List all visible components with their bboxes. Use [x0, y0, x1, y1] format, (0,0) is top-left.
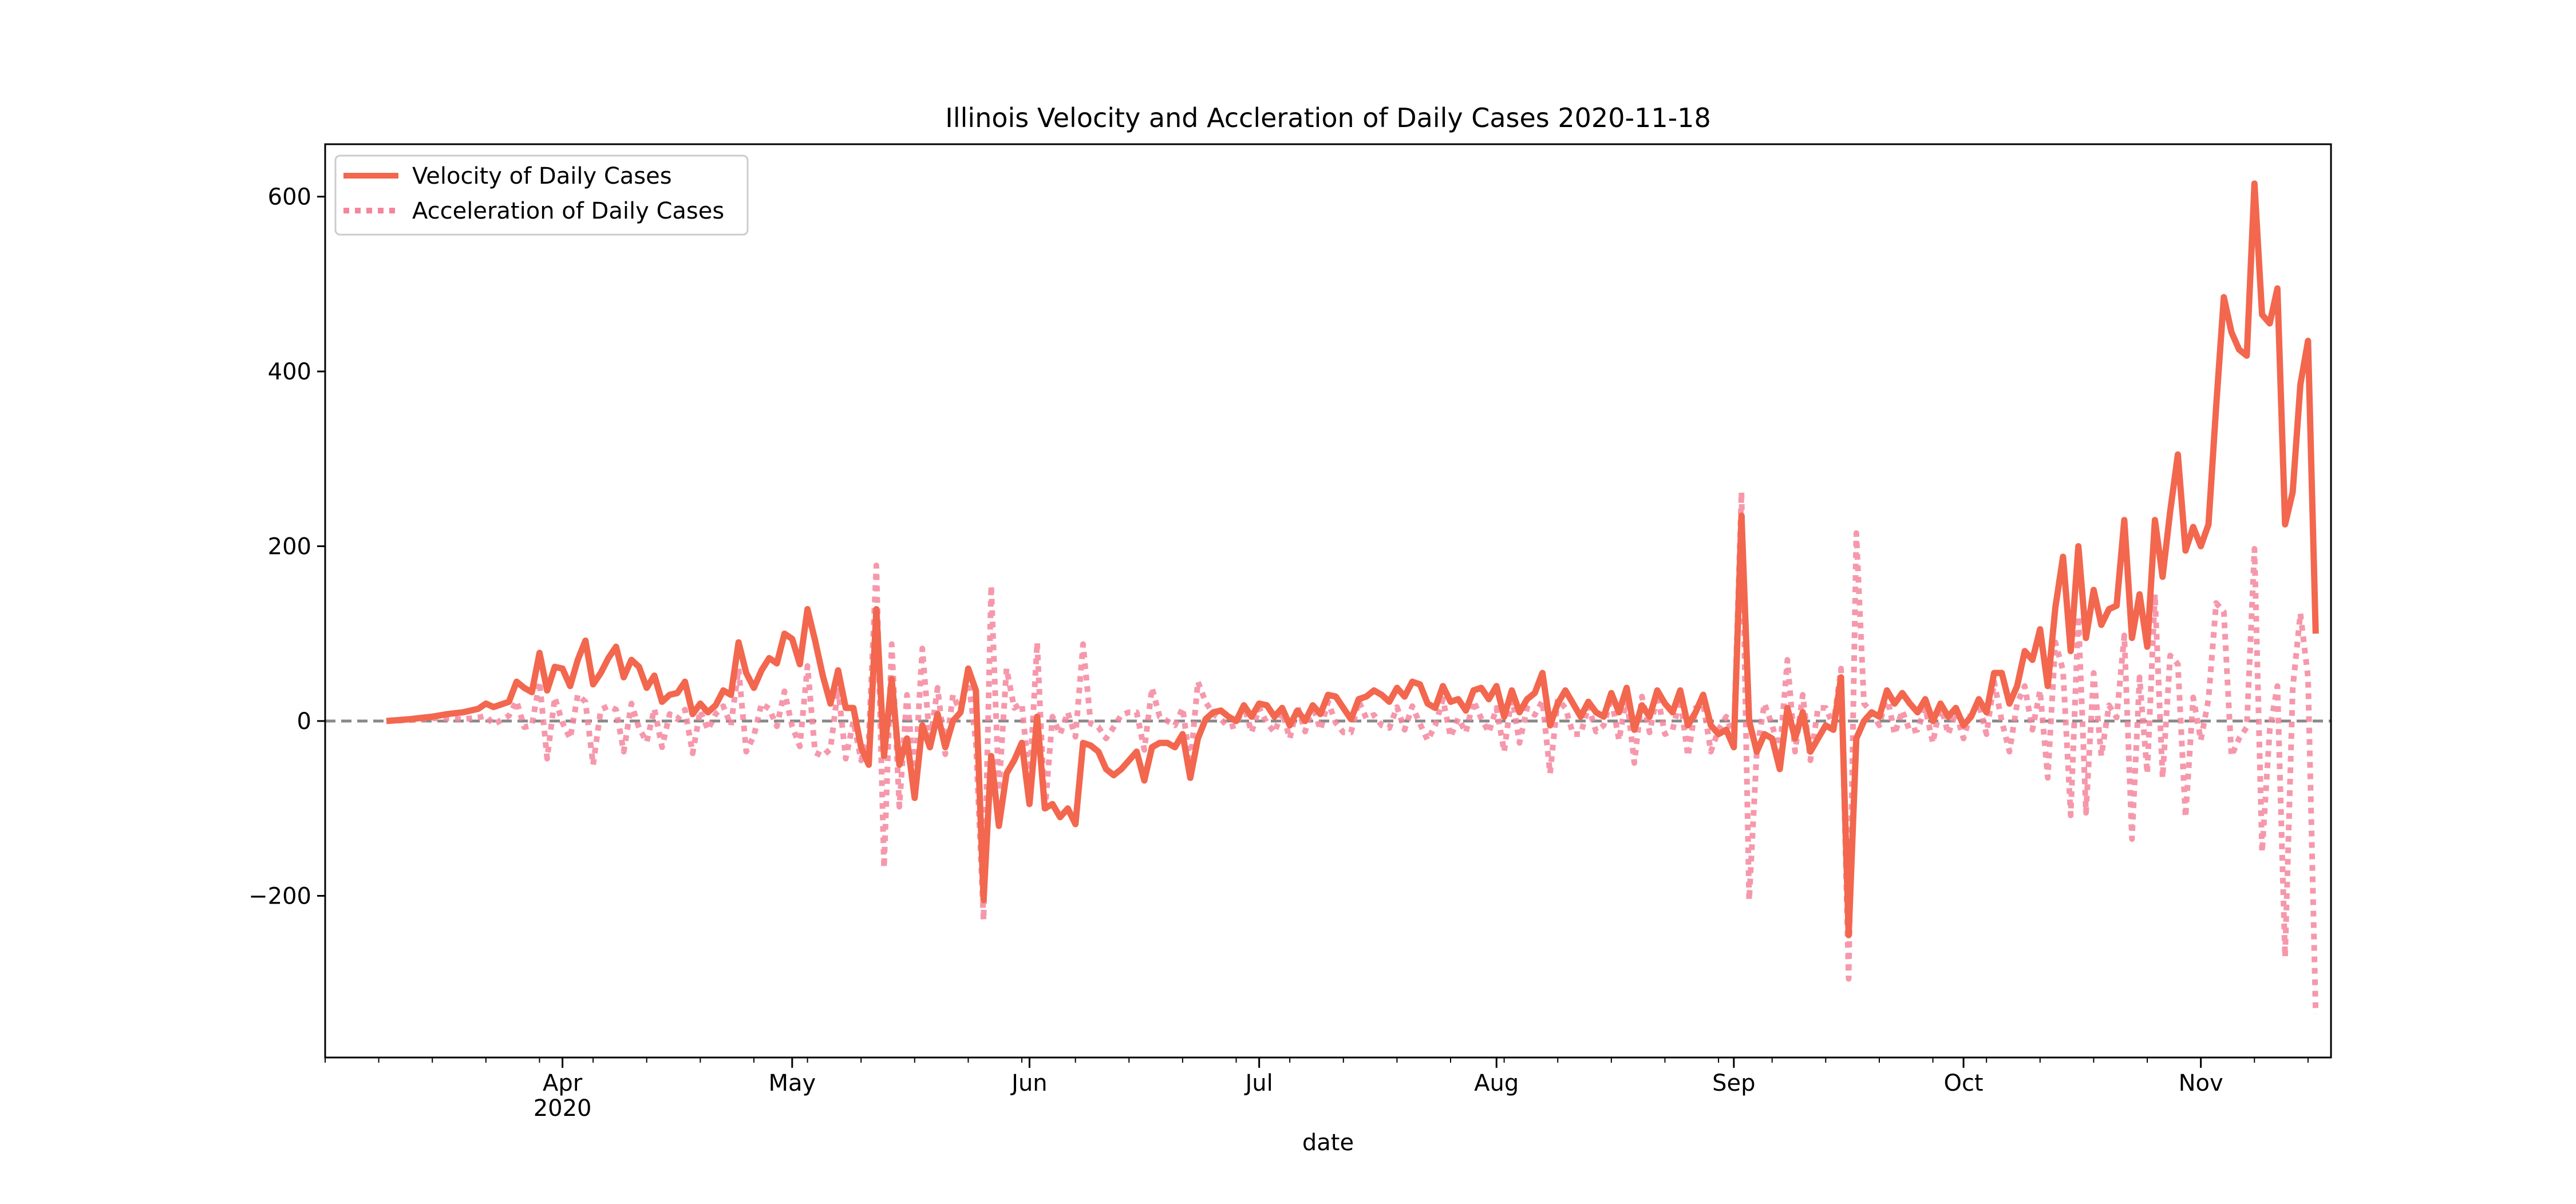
legend-box [334, 155, 749, 236]
legend: Velocity of Daily Cases Acceleration of … [334, 155, 749, 236]
y-tick-label: 400 [268, 359, 311, 385]
x-tick-label: Oct [1943, 1070, 1983, 1096]
x-axis-label: date [1302, 1130, 1354, 1156]
x-tick-label: Nov [2179, 1070, 2223, 1096]
y-tick-label: 600 [268, 184, 311, 211]
plot-area [325, 180, 2331, 1014]
x-tick-label: Sep [1712, 1070, 1755, 1096]
y-tick-label: 200 [268, 534, 311, 560]
y-tick-label: 0 [297, 708, 311, 735]
series-velocity-line [386, 180, 2319, 938]
x-tick-label: Jun [1010, 1070, 1048, 1096]
x-tick-label: May [768, 1070, 816, 1096]
series-acceleration-line [386, 489, 2319, 1014]
legend-label-velocity: Velocity of Daily Cases [412, 163, 672, 189]
x-tick-label: Apr [543, 1070, 583, 1096]
legend-label-acceleration: Acceleration of Daily Cases [412, 198, 724, 224]
plot-frame [324, 143, 2332, 1059]
x-tick-sublabel: 2020 [534, 1095, 592, 1122]
chart-title: Illinois Velocity and Accleration of Dai… [945, 102, 1710, 133]
y-tick-label: −200 [248, 883, 311, 909]
x-tick-label: Jul [1244, 1070, 1273, 1096]
x-tick-label: Aug [1474, 1070, 1519, 1096]
